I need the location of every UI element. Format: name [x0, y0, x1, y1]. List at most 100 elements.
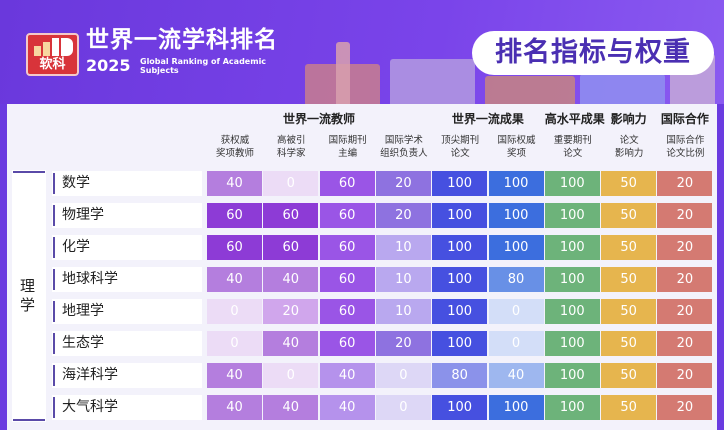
column-header-line: 顶尖期刊	[441, 135, 480, 146]
score-cell: 50	[601, 331, 657, 356]
score-cell: 50	[601, 235, 657, 260]
score-cell: 20	[657, 171, 713, 196]
category-box	[12, 170, 46, 422]
score-cell: 100	[544, 267, 600, 292]
column-header-line: 科学家	[277, 148, 306, 159]
score-cell: 10	[375, 299, 431, 324]
group-header: 国际合作	[660, 112, 709, 126]
score-cell: 60	[319, 267, 375, 292]
column-header-line: 高被引	[277, 135, 306, 146]
column-header: 重要期刊 论文	[545, 134, 601, 160]
score-cell: 20	[263, 299, 319, 324]
score-cell: 50	[601, 203, 657, 228]
subtitle: Global Ranking of Academic Subjects	[140, 57, 267, 75]
column-header-line: 论文比例	[666, 148, 705, 159]
score-cell: 50	[601, 395, 657, 420]
score-cell: 60	[263, 235, 319, 260]
score-cell: 100	[544, 363, 600, 388]
column-header: 国际合作 论文比例	[657, 134, 713, 160]
column-header-line: 论文	[563, 148, 583, 159]
subject-label: 地理学	[52, 299, 202, 324]
column-header-line: 论文	[450, 148, 470, 159]
score-cell: 100	[432, 171, 488, 196]
score-cell: 100	[544, 171, 600, 196]
page-title: 世界一流学科排名	[86, 27, 278, 53]
score-cell: 100	[488, 203, 544, 228]
score-cell: 100	[544, 203, 600, 228]
score-cell: 60	[319, 171, 375, 196]
column-header-line: 奖项	[506, 148, 526, 159]
subject-label: 生态学	[52, 331, 202, 356]
subject-label: 化学	[52, 235, 202, 260]
score-cell: 20	[657, 363, 713, 388]
score-cell: 100	[488, 395, 544, 420]
score-cell: 40	[207, 395, 262, 420]
column-header-line: 国际学术	[384, 135, 423, 146]
column-header-line: 影响力	[614, 148, 644, 159]
column-header: 顶尖期刊 论文	[432, 134, 488, 160]
score-cell: 100	[432, 395, 488, 420]
column-header-line: 国际期刊	[328, 135, 367, 146]
score-cell: 0	[263, 363, 319, 388]
score-cell: 100	[544, 395, 600, 420]
score-cell: 40	[263, 331, 319, 356]
score-cell: 60	[207, 235, 262, 260]
column-header-line: 重要期刊	[553, 135, 592, 146]
subject-label: 地球科学	[52, 267, 202, 292]
score-cell: 20	[375, 171, 431, 196]
score-cell: 60	[319, 299, 375, 324]
score-cell: 20	[657, 203, 713, 228]
column-header-line: 国际合作	[666, 135, 705, 146]
column-header-line: 主编	[338, 148, 358, 159]
score-cell: 40	[488, 363, 544, 388]
column-header: 国际期刊 主编	[320, 134, 376, 160]
score-cell: 20	[657, 331, 713, 356]
score-cell: 60	[319, 331, 375, 356]
group-header: 世界一流教师	[282, 112, 355, 126]
year: 2025	[86, 56, 131, 75]
score-cell: 40	[207, 267, 262, 292]
score-cell: 40	[207, 171, 262, 196]
subject-label: 海洋科学	[52, 363, 202, 388]
score-cell: 40	[207, 363, 262, 388]
score-cell: 50	[601, 299, 657, 324]
score-cell: 60	[319, 235, 375, 260]
column-header-line: 获权威	[220, 135, 250, 146]
score-cell: 20	[657, 395, 713, 420]
score-cell: 40	[319, 395, 375, 420]
score-cell: 0	[488, 299, 544, 324]
column-header-line: 组织负责人	[380, 148, 428, 159]
score-cell: 100	[488, 235, 544, 260]
score-cell: 50	[601, 171, 657, 196]
score-cell: 60	[319, 203, 375, 228]
score-cell: 0	[207, 331, 262, 356]
column-header: 国际学术 组织负责人	[376, 134, 432, 160]
score-cell: 10	[375, 235, 431, 260]
score-cell: 60	[207, 203, 262, 228]
score-cell: 100	[544, 299, 600, 324]
score-cell: 40	[263, 267, 319, 292]
score-cell: 80	[432, 363, 488, 388]
group-header: 影响力	[610, 112, 647, 126]
score-cell: 20	[657, 299, 713, 324]
score-cell: 40	[319, 363, 375, 388]
group-header: 高水平成果	[544, 112, 605, 126]
shanghairanking-logo: 软科	[26, 33, 79, 76]
score-cell: 0	[375, 395, 431, 420]
column-header: 国际权威 奖项	[489, 134, 545, 160]
score-cell: 100	[432, 203, 488, 228]
score-cell: 0	[488, 331, 544, 356]
score-cell: 40	[263, 395, 319, 420]
score-cell: 0	[263, 171, 319, 196]
subject-label: 物理学	[52, 203, 202, 228]
score-cell: 100	[432, 235, 488, 260]
column-header-line: 国际权威	[497, 135, 536, 146]
score-cell: 10	[375, 267, 431, 292]
score-cell: 80	[488, 267, 544, 292]
score-cell: 100	[432, 299, 488, 324]
subject-label: 大气科学	[52, 395, 202, 420]
score-cell: 20	[375, 331, 431, 356]
score-cell: 20	[657, 235, 713, 260]
score-cell: 0	[375, 363, 431, 388]
score-cell: 100	[544, 235, 600, 260]
